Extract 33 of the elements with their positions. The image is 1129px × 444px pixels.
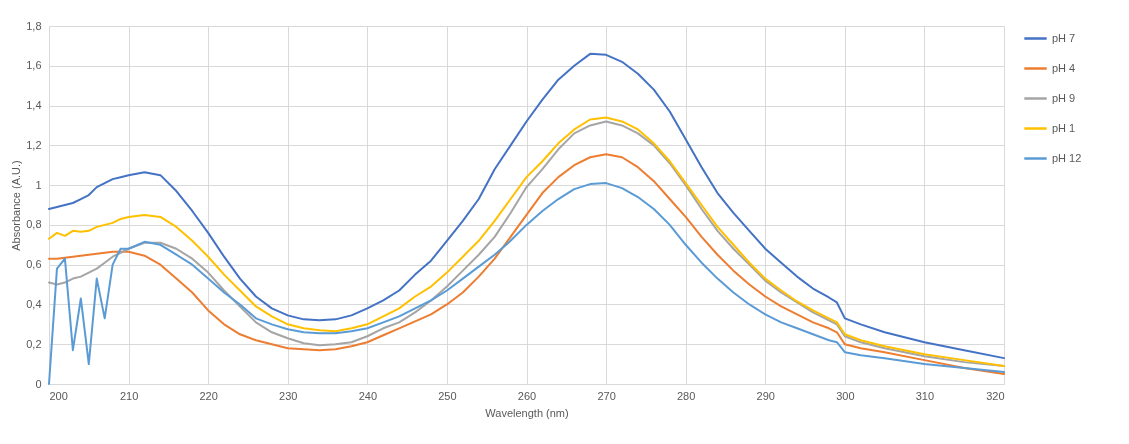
- legend-label: pH 12: [1052, 151, 1082, 164]
- x-tick-label: 320: [986, 389, 1005, 402]
- x-tick-label: 240: [358, 389, 378, 402]
- x-tick-label: 210: [119, 389, 139, 402]
- legend-label: pH 4: [1052, 61, 1076, 74]
- x-tick-label: 230: [279, 389, 298, 402]
- x-tick-label: 220: [199, 389, 218, 402]
- x-tick-label: 280: [676, 389, 696, 402]
- line-series: [48, 182, 1005, 385]
- legend-label: pH 7: [1052, 31, 1076, 44]
- y-axis-title: Absorbance (A.U.): [10, 160, 23, 251]
- y-tick-label: 0,8: [26, 218, 42, 231]
- line-series: [48, 153, 1005, 376]
- x-tick-label: 310: [915, 389, 935, 402]
- x-tick-label: 300: [836, 389, 855, 402]
- x-tick-label: 260: [517, 389, 537, 402]
- y-tick-label: 0,2: [26, 337, 42, 350]
- x-tick-label: 250: [438, 389, 457, 402]
- y-tick-label: 1: [35, 178, 42, 191]
- x-axis-title: Wavelength (nm): [485, 406, 569, 419]
- y-tick-label: 1,2: [26, 138, 42, 151]
- legend-label: pH 9: [1052, 91, 1076, 104]
- x-tick-label: 200: [49, 389, 68, 402]
- x-tick-label: 290: [756, 389, 775, 402]
- y-tick-label: 1,4: [26, 99, 42, 112]
- x-tick-label: 270: [597, 389, 616, 402]
- line-series: [48, 52, 1005, 360]
- y-tick-label: 1,6: [26, 59, 42, 72]
- y-tick-label: 0,6: [26, 258, 42, 271]
- y-tick-label: 0: [35, 377, 42, 390]
- legend-label: pH 1: [1052, 121, 1076, 134]
- y-tick-label: 1,8: [26, 19, 42, 32]
- y-tick-label: 0,4: [26, 297, 42, 310]
